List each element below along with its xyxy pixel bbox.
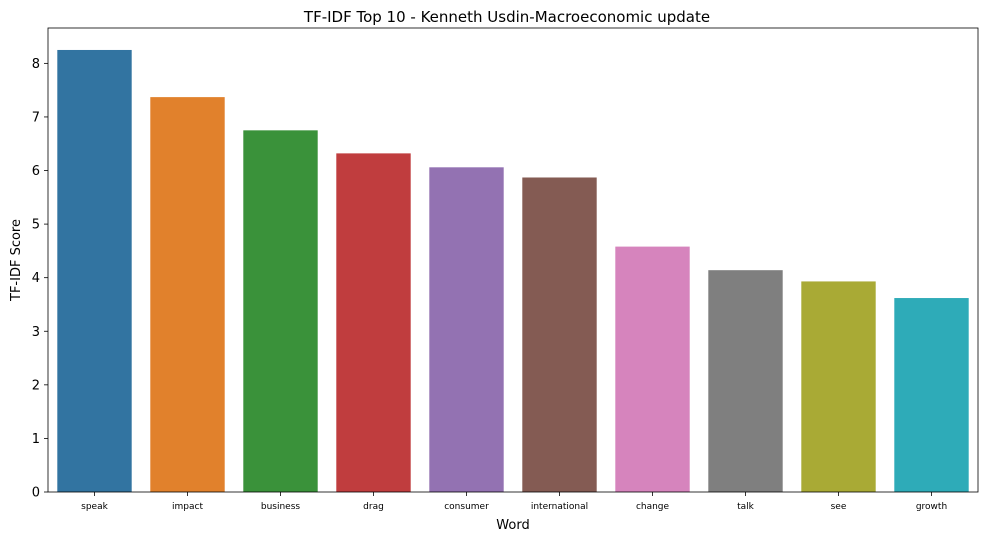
bar-consumer [429, 167, 504, 492]
bar-impact [150, 97, 225, 492]
bar-international [522, 177, 597, 492]
plot-frame [47, 27, 979, 493]
x-tick-label: change [636, 502, 670, 512]
plot-area: speak impact business drag consumer internati… [32, 49, 969, 512]
x-tick-label: impact [172, 502, 203, 512]
x-tick-label: business [261, 502, 301, 512]
y-tick-label: 8 [32, 57, 40, 72]
x-tick-label: speak [81, 502, 108, 512]
y-tick-label: 7 [32, 110, 40, 125]
bar-talk [708, 270, 783, 492]
y-tick-label: 0 [32, 486, 40, 501]
bar-drag [336, 153, 411, 492]
y-tick-label: 3 [32, 325, 40, 340]
x-tick-label: international [531, 502, 588, 512]
x-tick-label: growth [916, 502, 947, 512]
x-tick-label: consumer [444, 502, 489, 512]
chart-title: TF-IDF Top 10 - Kenneth Usdin-Macroecono… [303, 8, 710, 26]
bar-speak [57, 49, 132, 493]
bar-growth [894, 298, 969, 492]
y-tick-label: 5 [32, 218, 40, 233]
bar-business [243, 130, 318, 492]
y-tick-label: 6 [32, 164, 40, 179]
y-axis-label: TF-IDF Score [9, 219, 24, 302]
x-tick-label: drag [363, 502, 384, 512]
bar-change [615, 246, 690, 492]
y-tick-label: 2 [32, 378, 40, 393]
x-tick-label: talk [737, 502, 755, 512]
y-tick-label: 4 [32, 271, 40, 286]
y-tick-label: 1 [32, 432, 40, 447]
bar-see [801, 281, 876, 492]
x-axis-label: Word [496, 518, 529, 533]
x-tick-label: see [831, 502, 847, 512]
